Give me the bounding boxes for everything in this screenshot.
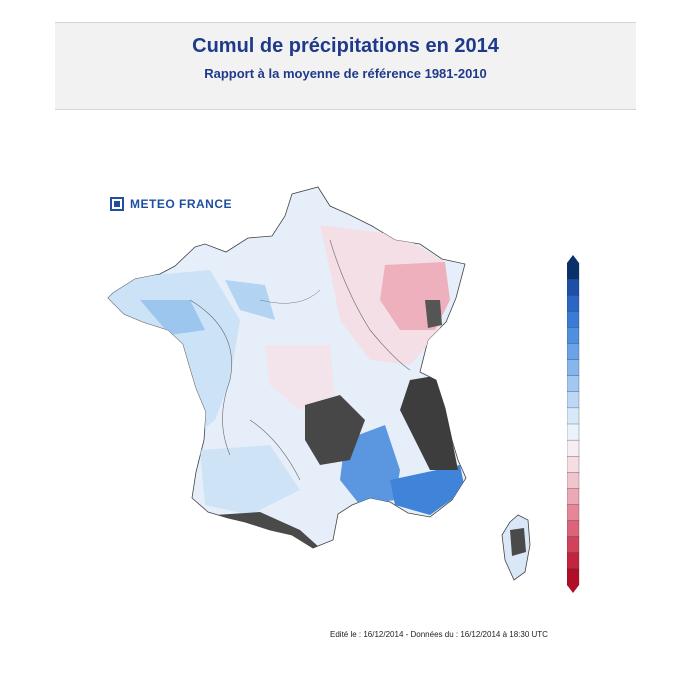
meteo-france-logo-icon [110, 197, 124, 211]
legend-cell [566, 343, 580, 361]
zone-massif-central [305, 395, 365, 465]
legend-cell [566, 439, 580, 457]
legend-cell [566, 568, 580, 586]
legend-cell [566, 520, 580, 538]
meteo-france-logo: METEO FRANCE [110, 197, 232, 211]
zone-southwest-blue [200, 445, 300, 515]
legend-cell [566, 472, 580, 489]
header-banner: Cumul de précipitations en 2014 Rapport … [55, 22, 636, 110]
zone-centre-blue [225, 280, 275, 320]
zone-provence-blue [390, 465, 465, 515]
corsica [501, 514, 531, 581]
legend-cell [566, 423, 580, 441]
legend-cell [566, 488, 580, 505]
legend-cell [566, 278, 580, 296]
legend-cell [566, 375, 580, 393]
map-title: Cumul de précipitations en 2014 [192, 35, 499, 57]
legend-cell [566, 456, 580, 473]
legend-cell [566, 391, 580, 409]
legend-cell [566, 327, 580, 344]
legend-cell [566, 407, 580, 425]
legend-cell [566, 504, 580, 522]
legend-cell [566, 536, 580, 554]
legend-cell [566, 311, 580, 328]
france-mainland [107, 186, 467, 549]
map-subtitle: Rapport à la moyenne de référence 1981-2… [204, 66, 487, 81]
legend-cell [566, 359, 580, 377]
legend-cell [566, 262, 580, 280]
logo-text: METEO FRANCE [130, 197, 232, 211]
footer-edit-info: Edité le : 16/12/2014 - Données du : 16/… [330, 630, 548, 639]
legend-svg [566, 255, 580, 593]
legend-cell [566, 552, 580, 570]
legend-cell [566, 295, 580, 312]
zone-brittany-blue [140, 300, 205, 335]
legend-top-arrow [567, 255, 579, 263]
zone-vosges [425, 300, 442, 328]
legend-colorbar [566, 255, 587, 593]
zone-pink-centre [265, 345, 335, 410]
legend-bottom-arrow [567, 585, 579, 593]
